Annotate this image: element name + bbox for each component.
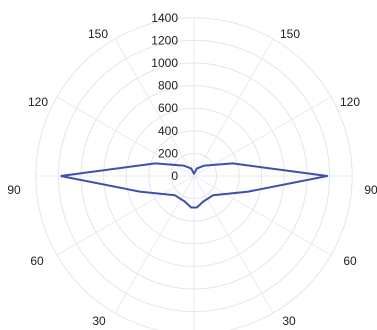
angle-label-left-lower: 60 [30,254,44,268]
angle-label-right-lower: 60 [343,254,357,268]
radial-tick-label-1200: 1200 [151,33,178,47]
radial-tick-label-600: 600 [158,101,178,115]
radial-tick-label-800: 800 [158,79,178,93]
grid-spoke [56,96,195,177]
grid-spoke [193,96,332,177]
grid-spoke [114,175,195,314]
angle-label-left-middle: 90 [7,183,21,197]
radial-tick-labels: 0 200 400 600 800 1000 1200 1400 [151,11,178,183]
grid-spoke [193,38,274,177]
grid-spoke [193,175,274,314]
grid-spoke [56,175,195,256]
angle-label-upper-left: 150 [88,27,108,41]
grid-spoke [114,38,195,177]
angle-label-upper-right: 150 [280,27,300,41]
series-group [60,162,329,209]
radial-tick-label-400: 400 [158,124,178,138]
angle-label-right-middle: 90 [364,183,377,197]
angle-label-left-upper: 120 [28,95,48,109]
radial-tick-label-1400: 1400 [151,11,178,25]
radial-tick-label-0: 0 [171,169,178,183]
series-line-0 [60,162,329,209]
polar-grid [35,17,353,330]
angle-label-bottom-left: 30 [92,314,106,328]
radial-tick-label-1000: 1000 [151,56,178,70]
angle-label-bottom-right: 30 [282,314,296,328]
radial-tick-label-200: 200 [158,146,178,160]
grid-spoke [193,175,332,256]
angle-label-right-upper: 120 [340,95,360,109]
